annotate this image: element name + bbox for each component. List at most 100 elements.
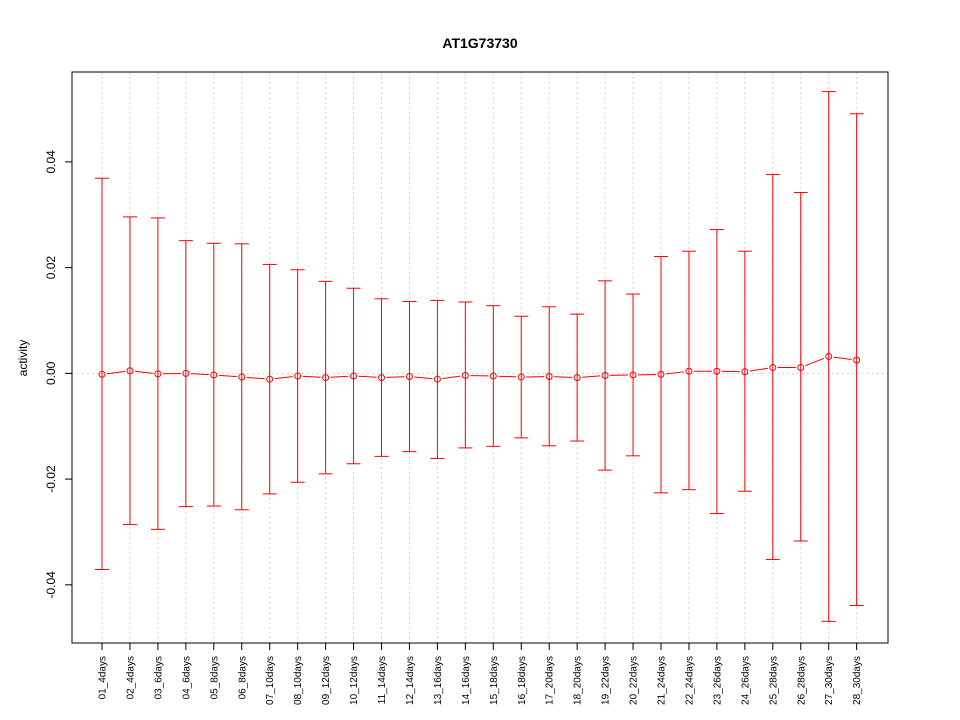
error-bar-15_18days (486, 305, 501, 447)
data-point-09_12days (322, 374, 330, 382)
error-bar-04_6days (178, 240, 193, 508)
x-tick-label-18_20days: 18_20days (573, 656, 584, 705)
error-bar-16_18days (514, 315, 529, 439)
data-point-06_8days (238, 373, 246, 381)
data-point-07_10days (266, 375, 274, 383)
data-point-19_22days (601, 371, 609, 379)
x-tick-label-15_18days: 15_18days (489, 656, 500, 705)
error-bar-06_8days (234, 243, 249, 511)
x-tick-label-14_16days: 14_16days (461, 656, 472, 705)
error-bar-11_14days (374, 298, 389, 457)
x-tick-label-28_30days: 28_30days (852, 656, 863, 705)
data-point-20_22days (629, 371, 637, 379)
error-bar-17_20days (542, 306, 557, 447)
y-tick-label: 0.00 (44, 361, 58, 385)
series-segment (805, 357, 825, 367)
data-point-18_20days (573, 374, 581, 382)
x-tick-label-11_14days: 11_14days (377, 656, 388, 704)
series-segment (246, 376, 265, 380)
series-segment (302, 375, 321, 378)
error-bar-20_22days (626, 293, 641, 457)
grid-layer (101, 72, 858, 643)
data-point-14_16days (461, 371, 469, 379)
y-tick-label: 0.02 (44, 256, 58, 280)
data-point-01_4days (98, 370, 106, 378)
data-point-12_14days (405, 373, 413, 381)
series-segment (386, 376, 405, 378)
x-tick-label-24_26days: 24_26days (740, 656, 751, 705)
series-segment (749, 367, 768, 372)
error-bar-14_16days (458, 301, 473, 449)
data-point-13_16days (433, 375, 441, 383)
x-tick-label-23_26days: 23_26days (712, 656, 723, 705)
error-bar-25_28days (765, 174, 780, 560)
error-bar-26_28days (793, 192, 808, 542)
error-bar-12_14days (402, 300, 417, 453)
error-bars-layer (95, 91, 864, 622)
x-tick-label-09_12days: 09_12days (321, 656, 332, 705)
series-segment (218, 374, 237, 378)
x-tick-label-13_16days: 13_16days (433, 656, 444, 705)
data-point-23_26days (713, 367, 721, 375)
series-segment (554, 376, 573, 378)
error-bar-08_10days (290, 269, 305, 483)
error-bar-19_22days (598, 280, 613, 471)
x-tick-label-19_22days: 19_22days (601, 656, 612, 705)
data-point-25_28days (769, 364, 777, 372)
plot-frame (71, 71, 889, 644)
error-bar-01_4days (95, 177, 109, 571)
series-segment (190, 373, 209, 376)
series-segment (274, 376, 293, 380)
error-bar-07_10days (262, 263, 277, 495)
x-tick-label-05_8days: 05_8days (209, 656, 220, 699)
error-bar-10_12days (346, 287, 361, 465)
error-bar-22_24days (681, 250, 696, 491)
series-segment (498, 375, 517, 378)
data-point-27_30days (825, 352, 833, 360)
series-segment (134, 370, 153, 374)
error-bar-05_8days (206, 242, 221, 507)
error-bar-27_30days (821, 91, 836, 622)
x-tick-label-17_20days: 17_20days (545, 656, 556, 705)
series-segment (833, 356, 852, 360)
series-segment (414, 376, 433, 380)
x-tick-label-08_10days: 08_10days (293, 656, 304, 705)
x-tick-label-01_4days: 01_4days (98, 656, 109, 699)
data-point-03_6days (154, 370, 162, 378)
x-tick-label-21_24days: 21_24days (657, 656, 668, 705)
x-tick-label-16_18days: 16_18days (517, 656, 528, 705)
error-bar-13_16days (430, 299, 445, 459)
data-point-11_14days (378, 374, 385, 382)
data-point-15_18days (489, 372, 497, 380)
x-axis: 01_4days 02_4days 03_6days 04_6days 05_8days… (98, 642, 863, 705)
error-bar-09_12days (318, 280, 333, 475)
series-segment (665, 371, 685, 375)
x-tick-label-02_4days: 02_4days (125, 656, 136, 699)
error-bar-18_20days (570, 313, 585, 442)
x-tick-label-07_10days: 07_10days (265, 656, 276, 705)
x-tick-label-04_6days: 04_6days (181, 656, 192, 699)
x-tick-label-06_8days: 06_8days (237, 656, 248, 699)
points-layer (98, 352, 861, 383)
data-point-02_4days (126, 367, 134, 375)
y-axis: -0.04 -0.02 0.00 0.02 0.04 (44, 150, 73, 599)
chart-title: AT1G73730 (442, 35, 517, 51)
data-point-28_30days (853, 356, 861, 364)
series-segment (106, 370, 126, 375)
data-point-16_18days (517, 373, 525, 381)
series-segment (330, 375, 349, 378)
error-bar-21_24days (654, 256, 668, 494)
y-tick-label: -0.04 (44, 571, 58, 599)
x-tick-label-25_28days: 25_28days (768, 656, 779, 705)
error-bar-28_30days (849, 113, 864, 606)
error-bar-02_4days (122, 216, 137, 526)
error-bar-23_26days (709, 229, 724, 514)
series-segment (442, 375, 461, 380)
x-tick-label-27_30days: 27_30days (824, 656, 835, 705)
data-point-17_20days (545, 373, 553, 381)
x-tick-label-03_6days: 03_6days (153, 656, 164, 699)
x-tick-label-26_28days: 26_28days (796, 656, 807, 705)
y-tick-label: -0.02 (44, 465, 58, 493)
